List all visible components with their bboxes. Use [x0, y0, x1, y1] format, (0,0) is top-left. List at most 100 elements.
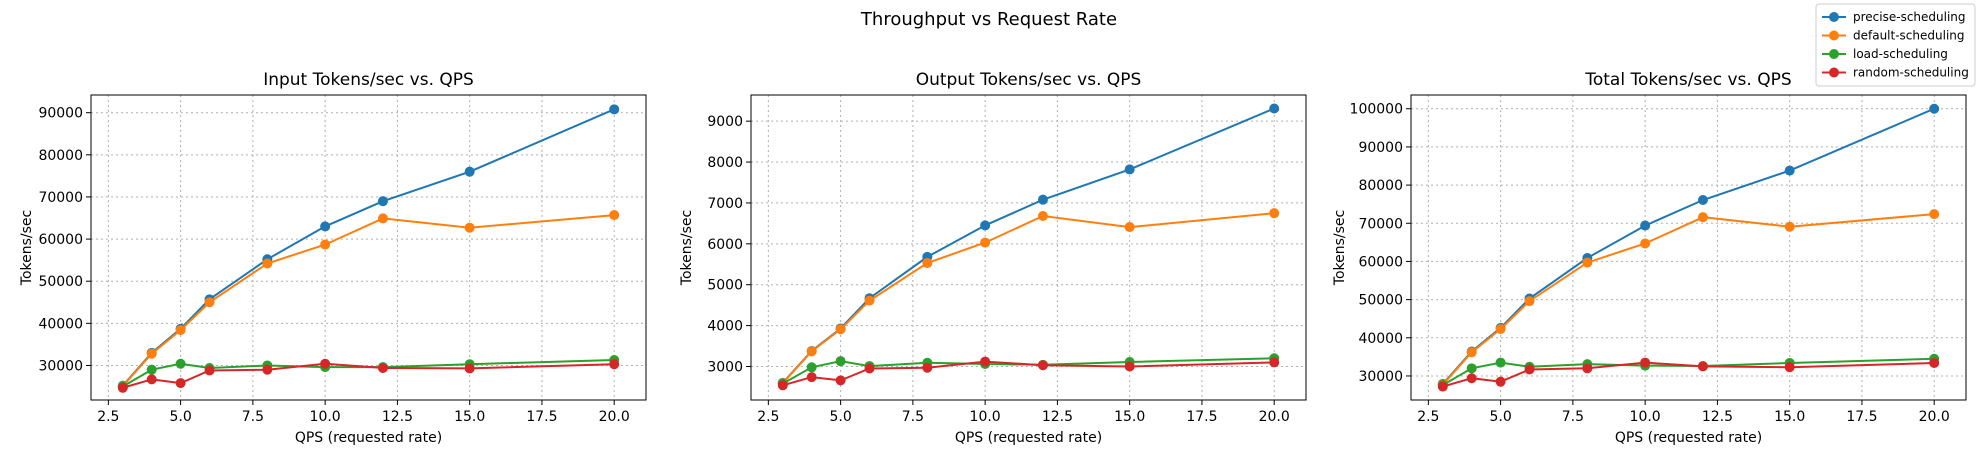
series-line-random-scheduling: [122, 362, 615, 389]
legend-box: [1815, 3, 1976, 87]
axes-frame: [1410, 94, 1967, 401]
y-tick-label: 90000: [38, 106, 83, 122]
y-tick-label: 3000: [707, 359, 743, 375]
data-point-default-scheduling: [1929, 209, 1940, 220]
chart-panel-1: 2.5 5.0 7.5 10.0 12.5 15.0 17.5 20.0 30000 40000 5…: [19, 70, 647, 446]
x-tick-label: 7.5: [902, 409, 924, 425]
data-point-random-scheduling: [609, 359, 620, 370]
data-point-default-scheduling: [204, 297, 215, 308]
x-tick-label: 20.0: [1919, 409, 1950, 425]
x-tick-label: 2.5: [97, 409, 119, 425]
x-tick-label: 15.0: [1774, 409, 1805, 425]
data-point-precise-scheduling: [1269, 103, 1280, 114]
y-tick-label: 50000: [38, 274, 83, 290]
x-axis-label: QPS (requested rate): [955, 430, 1102, 446]
data-point-default-scheduling: [806, 346, 817, 357]
y-tick-label: 4000: [707, 319, 743, 335]
data-point-random-scheduling: [146, 374, 157, 385]
data-point-default-scheduling: [1524, 296, 1535, 307]
data-point-default-scheduling: [464, 222, 475, 233]
data-point-default-scheduling: [320, 239, 331, 250]
x-tick-label: 15.0: [1114, 409, 1145, 425]
series-line-precise-scheduling: [122, 108, 615, 387]
legend-entry-precise-scheduling: precise-scheduling: [1822, 10, 1966, 24]
legend-marker: [1829, 30, 1839, 41]
data-point-random-scheduling: [1437, 381, 1448, 392]
data-point-random-scheduling: [1495, 376, 1506, 387]
data-point-random-scheduling: [1466, 373, 1477, 384]
legend-label: precise-scheduling: [1853, 10, 1966, 24]
data-point-random-scheduling: [864, 363, 875, 374]
data-point-precise-scheduling: [1929, 103, 1940, 114]
legend-entry-default-scheduling: default-scheduling: [1822, 29, 1965, 43]
axes-frame: [750, 94, 1307, 401]
x-tick-label: 12.5: [1702, 409, 1733, 425]
chart-title: Input Tokens/sec vs. QPS: [263, 70, 474, 90]
x-tick-label: 2.5: [1417, 409, 1439, 425]
data-point-load-scheduling: [146, 364, 157, 375]
y-tick-label: 9000: [707, 114, 743, 130]
legend-marker: [1829, 67, 1839, 78]
data-point-random-scheduling: [835, 375, 846, 386]
series-line-precise-scheduling: [1442, 107, 1935, 385]
x-tick-label: 10.0: [970, 409, 1001, 425]
data-point-precise-scheduling: [377, 196, 388, 207]
data-point-load-scheduling: [806, 362, 817, 373]
data-point-precise-scheduling: [609, 104, 620, 115]
data-point-random-scheduling: [1929, 357, 1940, 368]
data-point-random-scheduling: [1582, 363, 1593, 374]
y-tick-label: 70000: [1358, 216, 1403, 232]
y-tick-label: 80000: [38, 148, 83, 164]
data-point-precise-scheduling: [1640, 220, 1651, 231]
data-point-default-scheduling: [1466, 347, 1477, 358]
data-point-random-scheduling: [980, 356, 991, 367]
data-point-random-scheduling: [464, 363, 475, 374]
y-tick-label: 100000: [1350, 102, 1403, 118]
data-point-precise-scheduling: [464, 166, 475, 177]
x-tick-label: 12.5: [382, 409, 413, 425]
x-axis-label: QPS (requested rate): [1615, 430, 1762, 446]
x-tick-label: 17.5: [1846, 409, 1877, 425]
data-point-default-scheduling: [1697, 212, 1708, 223]
data-point-load-scheduling: [1466, 363, 1477, 374]
data-point-random-scheduling: [377, 362, 388, 373]
y-tick-label: 50000: [1358, 293, 1403, 309]
data-point-default-scheduling: [1037, 211, 1048, 222]
x-tick-label: 10.0: [1630, 409, 1661, 425]
data-point-random-scheduling: [777, 380, 788, 391]
y-tick-label: 60000: [38, 232, 83, 248]
y-tick-label: 30000: [38, 358, 83, 374]
data-point-precise-scheduling: [980, 220, 991, 231]
data-point-precise-scheduling: [1124, 164, 1135, 175]
data-point-default-scheduling: [835, 324, 846, 335]
x-tick-label: 10.0: [310, 409, 341, 425]
y-tick-label: 8000: [707, 155, 743, 171]
y-axis-label: Tokens/sec: [679, 210, 695, 286]
data-point-default-scheduling: [1269, 208, 1280, 219]
data-point-random-scheduling: [175, 378, 186, 389]
data-point-default-scheduling: [1582, 257, 1593, 268]
x-tick-label: 5.0: [829, 409, 851, 425]
legend-label: load-scheduling: [1853, 47, 1948, 61]
data-point-default-scheduling: [146, 348, 157, 359]
data-point-default-scheduling: [175, 325, 186, 336]
x-tick-label: 20.0: [599, 409, 630, 425]
series-line-load-scheduling: [122, 359, 615, 388]
legend-entry-random-scheduling: random-scheduling: [1822, 66, 1969, 80]
legend: precise-scheduling default-scheduling load…: [1815, 3, 1976, 87]
data-point-default-scheduling: [864, 295, 875, 306]
data-point-random-scheduling: [1124, 361, 1135, 372]
legend-entry-load-scheduling: load-scheduling: [1822, 47, 1948, 61]
x-tick-label: 5.0: [1489, 409, 1511, 425]
data-point-default-scheduling: [1495, 323, 1506, 334]
y-tick-label: 70000: [38, 190, 83, 206]
series-line-random-scheduling: [1442, 361, 1935, 388]
data-point-default-scheduling: [1640, 238, 1651, 249]
x-tick-label: 2.5: [757, 409, 779, 425]
y-tick-label: 60000: [1358, 254, 1403, 270]
data-point-random-scheduling: [262, 364, 273, 375]
series-line-default-scheduling: [782, 212, 1275, 384]
x-tick-label: 7.5: [242, 409, 264, 425]
data-point-default-scheduling: [609, 210, 620, 221]
